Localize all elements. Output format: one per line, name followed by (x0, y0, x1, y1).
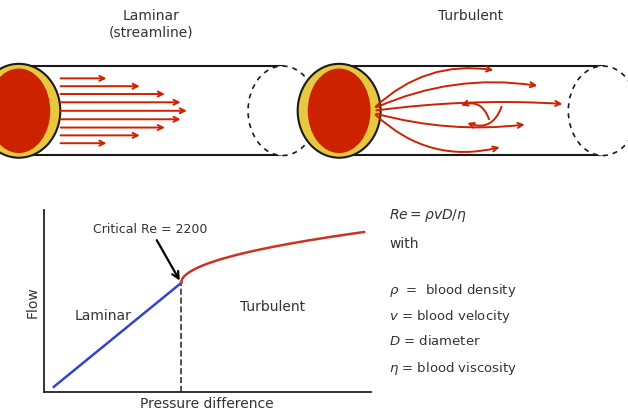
Text: Turbulent: Turbulent (438, 9, 504, 23)
X-axis label: Pressure difference: Pressure difference (141, 396, 274, 411)
Ellipse shape (0, 69, 50, 154)
Ellipse shape (248, 67, 317, 156)
Ellipse shape (568, 67, 628, 156)
Text: Laminar: Laminar (74, 309, 131, 323)
Text: $D$ = diameter: $D$ = diameter (389, 333, 481, 347)
Ellipse shape (308, 69, 371, 154)
Text: $v$ = blood velocity: $v$ = blood velocity (389, 307, 511, 324)
Text: $\rho$  =  blood density: $\rho$ = blood density (389, 281, 517, 298)
Text: $\mathit{Re} = \rho v D/\eta$: $\mathit{Re} = \rho v D/\eta$ (389, 206, 467, 223)
Text: Turbulent: Turbulent (240, 299, 305, 313)
Text: with: with (389, 236, 419, 250)
Text: Laminar
(streamline): Laminar (streamline) (109, 9, 193, 39)
Ellipse shape (298, 65, 381, 158)
Text: Critical Re = 2200: Critical Re = 2200 (93, 223, 207, 279)
Ellipse shape (0, 65, 60, 158)
Bar (339, 67, 603, 156)
Text: $\eta$ = blood viscosity: $\eta$ = blood viscosity (389, 359, 517, 376)
Y-axis label: Flow: Flow (26, 286, 40, 317)
Bar (19, 67, 283, 156)
